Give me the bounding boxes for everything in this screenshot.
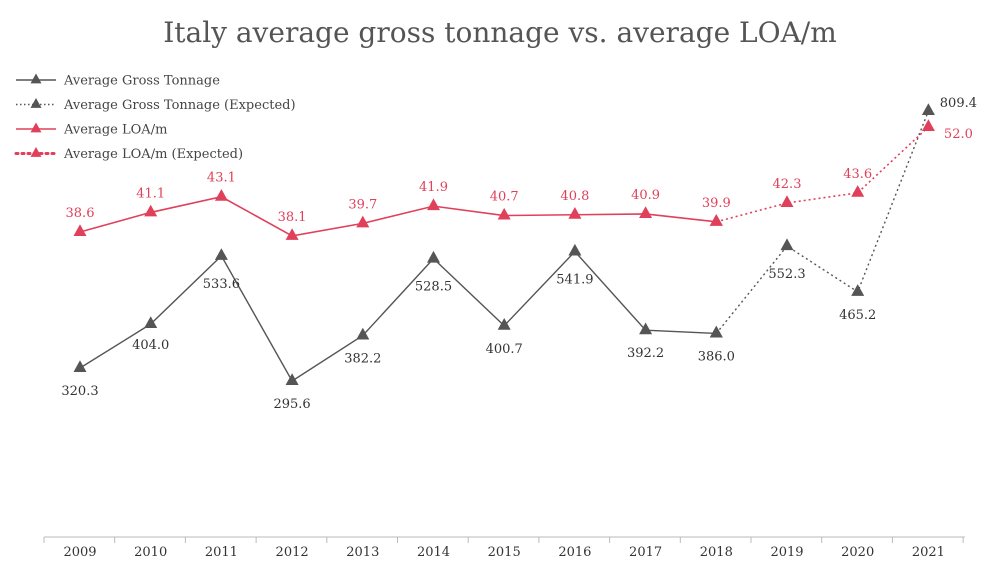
x-tick-label: 2009 bbox=[63, 545, 96, 560]
data-point-marker bbox=[214, 189, 228, 201]
data-label: 43.6 bbox=[843, 167, 872, 182]
x-tick-label: 2011 bbox=[205, 545, 238, 560]
data-point-marker bbox=[356, 327, 370, 340]
data-label: 541.9 bbox=[556, 273, 593, 288]
data-label: 43.1 bbox=[207, 171, 236, 186]
data-label: 552.3 bbox=[768, 267, 805, 282]
x-tick-label: 2013 bbox=[346, 545, 379, 560]
chart-title: Italy average gross tonnage vs. average … bbox=[163, 16, 837, 49]
data-label: 809.4 bbox=[940, 96, 977, 111]
data-point-marker bbox=[921, 119, 935, 131]
data-point-marker bbox=[780, 195, 794, 207]
data-label: 320.3 bbox=[61, 384, 98, 399]
data-label: 386.0 bbox=[698, 349, 735, 364]
legend-item: Average LOA/m bbox=[16, 122, 167, 138]
data-label: 382.2 bbox=[344, 351, 381, 366]
data-label: 40.9 bbox=[631, 188, 660, 203]
data-label: 465.2 bbox=[839, 308, 876, 323]
data-label: 39.9 bbox=[702, 196, 731, 211]
series-markers bbox=[73, 103, 935, 385]
data-label: 41.1 bbox=[136, 186, 165, 201]
data-label: 39.7 bbox=[348, 197, 377, 212]
data-point-marker bbox=[73, 224, 87, 236]
legend-swatch-marker bbox=[30, 146, 42, 157]
x-tick-label: 2021 bbox=[912, 545, 945, 560]
data-label: 38.1 bbox=[278, 210, 307, 225]
data-point-marker bbox=[709, 214, 723, 226]
data-point-marker bbox=[285, 228, 299, 240]
data-point-marker bbox=[214, 248, 228, 260]
data-label: 392.2 bbox=[627, 346, 664, 361]
series-line bbox=[715, 110, 930, 334]
legend-item: Average Gross Tonnage bbox=[16, 73, 220, 89]
data-labels: 320.3 404.0 533.6 295.6 382.2 528.5 400.7 541.9… bbox=[61, 96, 977, 412]
legend-label: Average Gross Tonnage (Expected) bbox=[63, 98, 296, 113]
data-point-marker bbox=[568, 207, 582, 219]
data-point-marker bbox=[144, 204, 158, 217]
data-label: 40.8 bbox=[560, 189, 589, 204]
data-label: 400.7 bbox=[486, 342, 523, 357]
x-tick-label: 2012 bbox=[276, 545, 309, 560]
data-point-marker bbox=[497, 318, 511, 330]
legend-swatch-marker bbox=[30, 73, 42, 84]
data-point-marker bbox=[568, 243, 582, 256]
legend-swatch-marker bbox=[30, 97, 42, 108]
legend-label: Average LOA/m bbox=[63, 123, 167, 138]
data-label: 533.6 bbox=[203, 277, 240, 292]
data-point-marker bbox=[73, 360, 87, 372]
legend-swatch-marker bbox=[30, 122, 42, 133]
data-point-marker bbox=[921, 103, 935, 115]
x-tick-label: 2018 bbox=[700, 545, 733, 560]
data-point-marker bbox=[497, 207, 511, 220]
legend: Average Gross Tonnage Average Gross Tonna… bbox=[14, 73, 296, 162]
data-point-marker bbox=[851, 185, 865, 197]
data-point-marker bbox=[639, 206, 653, 218]
data-label: 38.6 bbox=[66, 206, 95, 221]
data-point-marker bbox=[144, 316, 158, 328]
data-label: 404.0 bbox=[132, 338, 169, 353]
x-tick-label: 2010 bbox=[134, 545, 167, 560]
data-label: 42.3 bbox=[773, 177, 802, 192]
data-point-marker bbox=[851, 284, 865, 296]
x-tick-label: 2016 bbox=[558, 545, 591, 560]
data-point-marker bbox=[356, 215, 370, 228]
data-label: 528.5 bbox=[415, 280, 452, 295]
data-point-marker bbox=[780, 238, 794, 251]
x-tick-label: 2017 bbox=[629, 545, 662, 560]
series-line bbox=[79, 195, 717, 237]
data-point-marker bbox=[427, 198, 440, 211]
x-tick-label: 2014 bbox=[417, 545, 450, 560]
legend-item: Average LOA/m (Expected) bbox=[14, 146, 243, 162]
data-label: 40.7 bbox=[490, 190, 519, 205]
data-label: 41.9 bbox=[419, 180, 448, 195]
x-tick-label: 2020 bbox=[841, 545, 874, 560]
series-lines bbox=[79, 110, 930, 382]
series-line bbox=[79, 250, 717, 382]
legend-label: Average Gross Tonnage bbox=[63, 74, 220, 89]
data-point-marker bbox=[427, 250, 440, 263]
x-tick-label: 2019 bbox=[770, 545, 803, 560]
data-point-marker bbox=[709, 325, 723, 338]
x-tick-label: 2015 bbox=[488, 545, 521, 560]
series-line bbox=[716, 126, 929, 223]
data-point-marker bbox=[285, 373, 299, 385]
x-axis: 2009 2010 2011 2012 2013 2014 2015 2016 2017 2018… bbox=[43, 536, 965, 560]
legend-label: Average LOA/m (Expected) bbox=[63, 147, 243, 162]
legend-item: Average Gross Tonnage (Expected) bbox=[16, 97, 296, 113]
data-label: 52.0 bbox=[944, 127, 973, 142]
data-point-marker bbox=[639, 322, 653, 335]
data-label: 295.6 bbox=[273, 397, 310, 412]
